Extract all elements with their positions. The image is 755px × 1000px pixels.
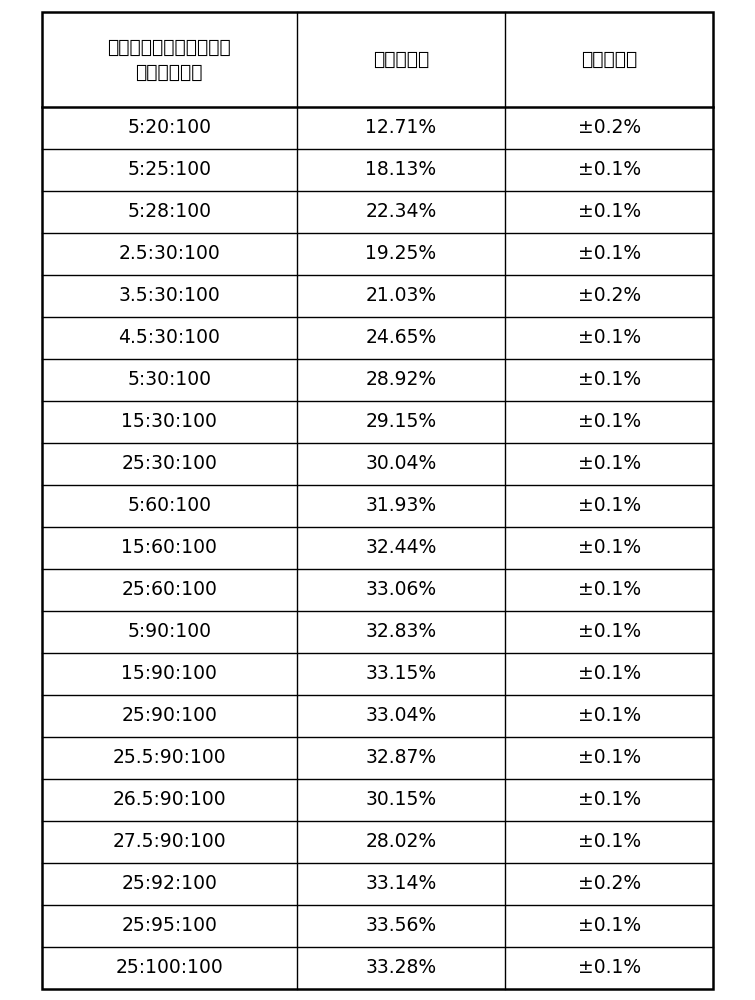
Text: ±0.1%: ±0.1% bbox=[578, 664, 641, 683]
Text: 33.04%: 33.04% bbox=[365, 706, 436, 725]
Text: 5:60:100: 5:60:100 bbox=[127, 496, 211, 515]
Text: ±0.1%: ±0.1% bbox=[578, 538, 641, 557]
Text: ±0.1%: ±0.1% bbox=[578, 370, 641, 389]
Text: 26.5:90:100: 26.5:90:100 bbox=[112, 790, 226, 809]
Text: 25.5:90:100: 25.5:90:100 bbox=[112, 748, 226, 767]
Text: ±0.1%: ±0.1% bbox=[578, 748, 641, 767]
Text: 31.93%: 31.93% bbox=[365, 496, 436, 515]
Text: 19.25%: 19.25% bbox=[365, 244, 436, 263]
Text: 有效氯含量: 有效氯含量 bbox=[373, 50, 429, 69]
Text: ±0.2%: ±0.2% bbox=[578, 286, 641, 305]
Bar bbox=[42, 12, 713, 989]
Text: ±0.1%: ±0.1% bbox=[578, 202, 641, 221]
Text: 33.06%: 33.06% bbox=[365, 580, 436, 599]
Text: ±0.1%: ±0.1% bbox=[578, 580, 641, 599]
Text: ±0.1%: ±0.1% bbox=[578, 160, 641, 179]
Text: ±0.1%: ±0.1% bbox=[578, 832, 641, 851]
Text: 32.83%: 32.83% bbox=[365, 622, 436, 641]
Text: ±0.1%: ±0.1% bbox=[578, 790, 641, 809]
Text: 25:92:100: 25:92:100 bbox=[122, 874, 217, 893]
Text: ±0.1%: ±0.1% bbox=[578, 496, 641, 515]
Text: 5:30:100: 5:30:100 bbox=[127, 370, 211, 389]
Text: 29.15%: 29.15% bbox=[365, 412, 436, 431]
Text: 2.5:30:100: 2.5:30:100 bbox=[119, 244, 220, 263]
Text: 24.65%: 24.65% bbox=[365, 328, 436, 347]
Text: 5:28:100: 5:28:100 bbox=[127, 202, 211, 221]
Text: ±0.1%: ±0.1% bbox=[578, 454, 641, 473]
Text: 27.5:90:100: 27.5:90:100 bbox=[112, 832, 226, 851]
Text: 32.44%: 32.44% bbox=[365, 538, 436, 557]
Text: 碳酸盐、氯化钠、垃圾焚
烧飞灰质量比: 碳酸盐、氯化钠、垃圾焚 烧飞灰质量比 bbox=[107, 37, 231, 81]
Text: 33.15%: 33.15% bbox=[365, 664, 436, 683]
Text: ±0.2%: ±0.2% bbox=[578, 874, 641, 893]
Text: 25:30:100: 25:30:100 bbox=[122, 454, 217, 473]
Text: ±0.1%: ±0.1% bbox=[578, 622, 641, 641]
Text: ±0.1%: ±0.1% bbox=[578, 706, 641, 725]
Text: 25:90:100: 25:90:100 bbox=[122, 706, 217, 725]
Text: 30.04%: 30.04% bbox=[365, 454, 436, 473]
Text: 28.92%: 28.92% bbox=[365, 370, 436, 389]
Text: 18.13%: 18.13% bbox=[365, 160, 436, 179]
Text: 28.02%: 28.02% bbox=[365, 832, 436, 851]
Text: 33.28%: 33.28% bbox=[365, 958, 436, 977]
Text: 25:95:100: 25:95:100 bbox=[122, 916, 217, 935]
Text: 15:30:100: 15:30:100 bbox=[122, 412, 217, 431]
Text: 22.34%: 22.34% bbox=[365, 202, 436, 221]
Text: 25:100:100: 25:100:100 bbox=[116, 958, 223, 977]
Text: 25:60:100: 25:60:100 bbox=[122, 580, 217, 599]
Text: ±0.1%: ±0.1% bbox=[578, 244, 641, 263]
Text: 33.14%: 33.14% bbox=[365, 874, 436, 893]
Text: 5:25:100: 5:25:100 bbox=[127, 160, 211, 179]
Text: 4.5:30:100: 4.5:30:100 bbox=[119, 328, 220, 347]
Text: 21.03%: 21.03% bbox=[365, 286, 436, 305]
Text: 30.15%: 30.15% bbox=[365, 790, 436, 809]
Text: 12.71%: 12.71% bbox=[365, 118, 436, 137]
Text: 15:90:100: 15:90:100 bbox=[122, 664, 217, 683]
Text: 5:20:100: 5:20:100 bbox=[127, 118, 211, 137]
Text: 3.5:30:100: 3.5:30:100 bbox=[119, 286, 220, 305]
Text: 32.87%: 32.87% bbox=[365, 748, 436, 767]
Text: 33.56%: 33.56% bbox=[365, 916, 436, 935]
Text: ±0.2%: ±0.2% bbox=[578, 118, 641, 137]
Text: 相对百分比: 相对百分比 bbox=[581, 50, 637, 69]
Text: 15:60:100: 15:60:100 bbox=[122, 538, 217, 557]
Text: ±0.1%: ±0.1% bbox=[578, 958, 641, 977]
Text: ±0.1%: ±0.1% bbox=[578, 916, 641, 935]
Text: ±0.1%: ±0.1% bbox=[578, 328, 641, 347]
Text: ±0.1%: ±0.1% bbox=[578, 412, 641, 431]
Text: 5:90:100: 5:90:100 bbox=[127, 622, 211, 641]
